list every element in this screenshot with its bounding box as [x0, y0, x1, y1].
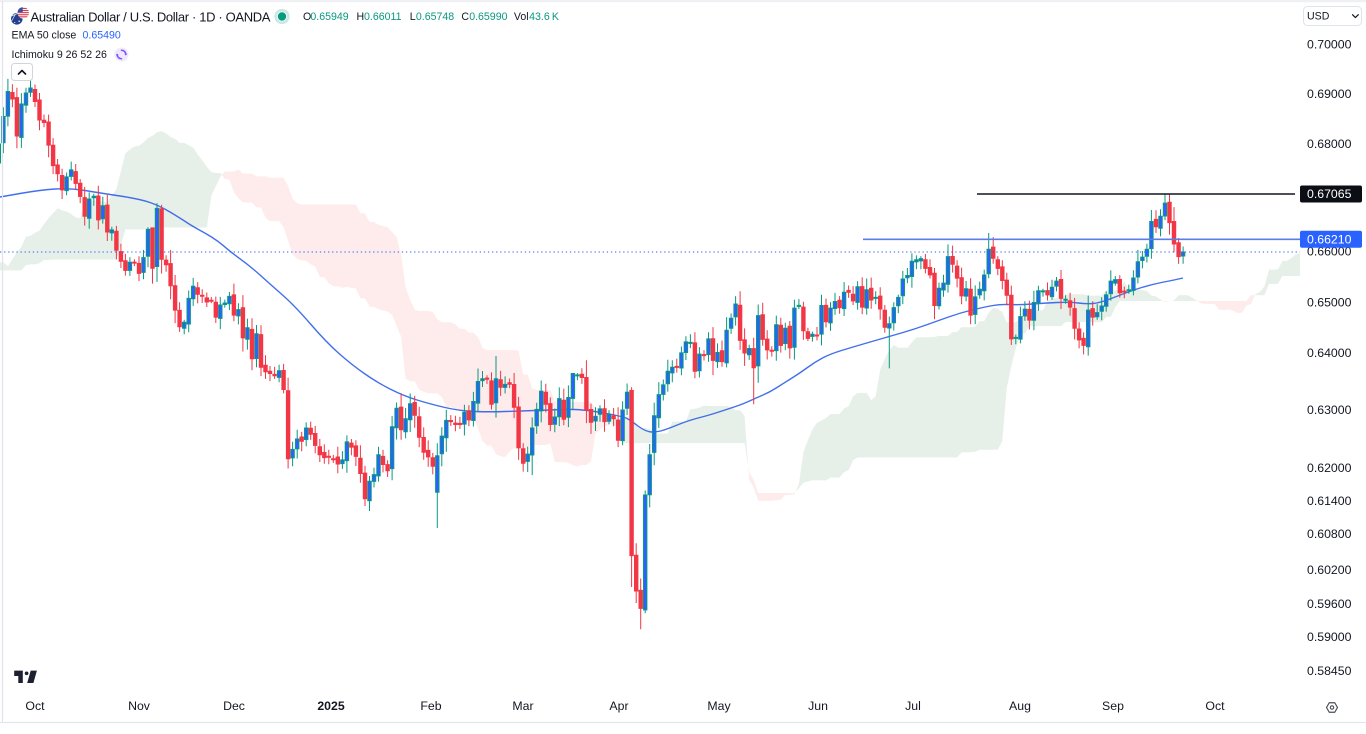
svg-text:0.61400: 0.61400 [1307, 494, 1352, 508]
svg-text:0.66000: 0.66000 [1307, 245, 1352, 259]
svg-text:0.67065: 0.67065 [1307, 187, 1352, 201]
svg-text:Nov: Nov [128, 699, 151, 713]
svg-text:Sep: Sep [1102, 699, 1124, 713]
svg-text:May: May [707, 699, 731, 713]
svg-text:Jun: Jun [808, 699, 828, 713]
svg-text:Oct: Oct [25, 699, 45, 713]
svg-text:L: L [410, 11, 416, 23]
svg-text:0.69000: 0.69000 [1307, 87, 1352, 101]
svg-text:Apr: Apr [609, 699, 628, 713]
svg-text:0.65949: 0.65949 [310, 11, 348, 23]
svg-text:2025: 2025 [317, 699, 345, 713]
svg-text:O: O [303, 11, 311, 23]
svg-text:0.60800: 0.60800 [1307, 527, 1352, 541]
svg-text:0.70000: 0.70000 [1307, 38, 1352, 52]
svg-text:0.65990: 0.65990 [469, 11, 507, 23]
svg-text:Aug: Aug [1009, 699, 1031, 713]
svg-text:Ichimoku 9 26 52 26: Ichimoku 9 26 52 26 [12, 49, 108, 61]
svg-text:EMA 50 close: EMA 50 close [12, 30, 77, 42]
svg-text:43.6 K: 43.6 K [529, 11, 559, 23]
svg-text:0.59600: 0.59600 [1307, 597, 1352, 611]
svg-text:USD: USD [1307, 11, 1330, 23]
svg-text:0.66210: 0.66210 [1307, 233, 1352, 247]
svg-text:Mar: Mar [512, 699, 533, 713]
svg-text:0.65490: 0.65490 [83, 30, 121, 42]
svg-text:0.64000: 0.64000 [1307, 346, 1352, 360]
svg-text:Jul: Jul [905, 699, 921, 713]
svg-text:Australian Dollar / U.S. Dolla: Australian Dollar / U.S. Dollar · 1D · O… [31, 10, 271, 25]
svg-text:H: H [357, 11, 365, 23]
svg-text:Vol: Vol [514, 11, 529, 23]
svg-text:0.68000: 0.68000 [1307, 137, 1352, 151]
svg-text:0.62000: 0.62000 [1307, 461, 1352, 475]
svg-text:Oct: Oct [1205, 699, 1225, 713]
svg-text:0.59000: 0.59000 [1307, 630, 1352, 644]
svg-text:0.65000: 0.65000 [1307, 296, 1352, 310]
svg-text:0.65748: 0.65748 [416, 11, 454, 23]
svg-text:Feb: Feb [420, 699, 441, 713]
svg-text:0.58450: 0.58450 [1307, 664, 1352, 678]
svg-text:0.60200: 0.60200 [1307, 563, 1352, 577]
svg-text:0.63000: 0.63000 [1307, 403, 1352, 417]
svg-text:Dec: Dec [223, 699, 245, 713]
svg-text:C: C [461, 11, 469, 23]
svg-text:0.66011: 0.66011 [364, 11, 402, 23]
